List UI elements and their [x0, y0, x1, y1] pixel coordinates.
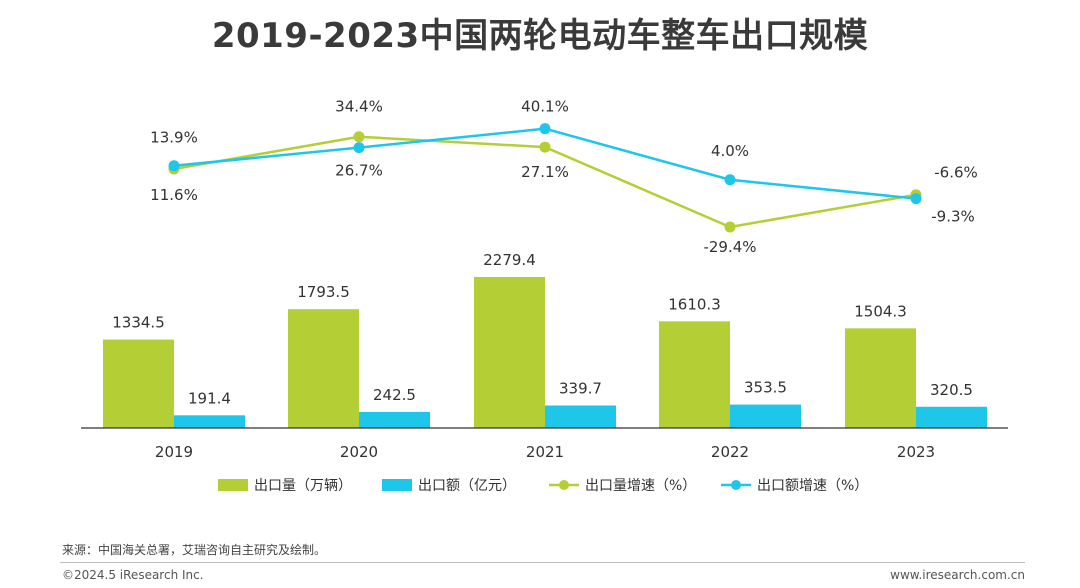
- bar-label-value-2020: 242.5: [373, 386, 416, 404]
- line-label-volume-growth-2019: 11.6%: [150, 186, 198, 204]
- lines-layer: [168, 123, 922, 233]
- bar-export-volume-2021: [474, 277, 545, 428]
- legend-value-growth-swatch-dot: [731, 480, 741, 490]
- line-label-volume-growth-2020: 34.4%: [335, 98, 383, 116]
- legend-export-value-label: 出口额（亿元）: [418, 478, 516, 494]
- copyright-text: ©2024.5 iResearch Inc.: [62, 568, 204, 582]
- point-value-growth-2022: [724, 174, 736, 186]
- bar-label-value-2021: 339.7: [559, 379, 602, 397]
- axis-layer: 2019 2020 2021 2022 2023: [81, 427, 1008, 461]
- bar-label-volume-2019: 1334.5: [112, 314, 165, 332]
- line-label-value-growth-2023: -9.3%: [931, 208, 975, 226]
- bar-label-volume-2022: 1610.3: [668, 295, 721, 313]
- legend-export-volume-label: 出口量（万辆）: [254, 478, 352, 494]
- line-label-value-growth-2020: 26.7%: [335, 162, 383, 180]
- point-volume-growth-2020: [353, 131, 365, 143]
- x-tick-label-2019: 2019: [155, 443, 193, 461]
- legend-volume-growth-swatch-dot: [559, 480, 569, 490]
- bar-export-value-2021: [545, 405, 616, 428]
- bar-label-volume-2020: 1793.5: [297, 283, 350, 301]
- source-note: 来源：中国海关总署，艾瑞咨询自主研究及绘制。: [62, 543, 327, 557]
- website-link[interactable]: www.iresearch.com.cn: [890, 568, 1025, 582]
- line-label-value-growth-2019: 13.9%: [150, 129, 198, 147]
- legend-volume-growth-label: 出口量增速（%）: [585, 478, 696, 494]
- x-tick-label-2020: 2020: [340, 443, 378, 461]
- point-value-growth-2023: [910, 193, 922, 205]
- point-value-growth-2020: [353, 142, 365, 154]
- bar-label-value-2019: 191.4: [188, 389, 231, 407]
- bar-label-volume-2023: 1504.3: [854, 302, 907, 320]
- legend-export-volume-swatch: [218, 479, 248, 491]
- x-tick-label-2023: 2023: [897, 443, 935, 461]
- point-value-growth-2019: [168, 160, 180, 172]
- bar-export-value-2023: [916, 406, 987, 428]
- point-volume-growth-2022: [724, 221, 736, 233]
- line-label-value-growth-2021: 40.1%: [521, 98, 569, 116]
- bar-label-value-2022: 353.5: [744, 379, 787, 397]
- legend-volume-growth: 出口量增速（%）: [549, 478, 696, 494]
- legend-export-value-swatch: [382, 479, 412, 491]
- bar-export-value-2020: [359, 411, 430, 428]
- legend-value-growth: 出口额增速（%）: [721, 478, 868, 494]
- bar-export-value-2022: [730, 404, 801, 428]
- footer-divider: [60, 562, 1025, 563]
- bar-export-volume-2022: [659, 321, 730, 428]
- line-label-volume-growth-2021: 27.1%: [521, 163, 569, 181]
- legend-export-volume: 出口量（万辆）: [218, 478, 352, 494]
- bar-label-value-2023: 320.5: [930, 381, 973, 399]
- bar-export-volume-2019: [103, 339, 174, 428]
- line-label-volume-growth-2022: -29.4%: [703, 238, 756, 256]
- legend-value-growth-label: 出口额增速（%）: [757, 478, 868, 494]
- point-value-growth-2021: [539, 123, 551, 135]
- labels-layer: 1334.5 191.4 1793.5 242.5 2279.4 339.7 1610.3 3…: [112, 98, 978, 408]
- chart-title: 2019-2023中国两轮电动车整车出口规模: [211, 16, 869, 56]
- point-volume-growth-2021: [539, 141, 551, 153]
- legend-export-value: 出口额（亿元）: [382, 478, 516, 494]
- legend: 出口量（万辆） 出口额（亿元） 出口量增速（%） 出口额增速（%）: [218, 478, 868, 494]
- x-tick-label-2022: 2022: [711, 443, 749, 461]
- x-tick-label-2021: 2021: [526, 443, 564, 461]
- bar-export-volume-2020: [288, 309, 359, 428]
- bar-export-value-2019: [174, 415, 245, 428]
- line-label-volume-growth-2023: -6.6%: [934, 164, 978, 182]
- bar-label-volume-2021: 2279.4: [483, 251, 536, 269]
- line-label-value-growth-2022: 4.0%: [711, 142, 749, 160]
- bars-layer: [103, 277, 987, 428]
- bar-export-volume-2023: [845, 328, 916, 428]
